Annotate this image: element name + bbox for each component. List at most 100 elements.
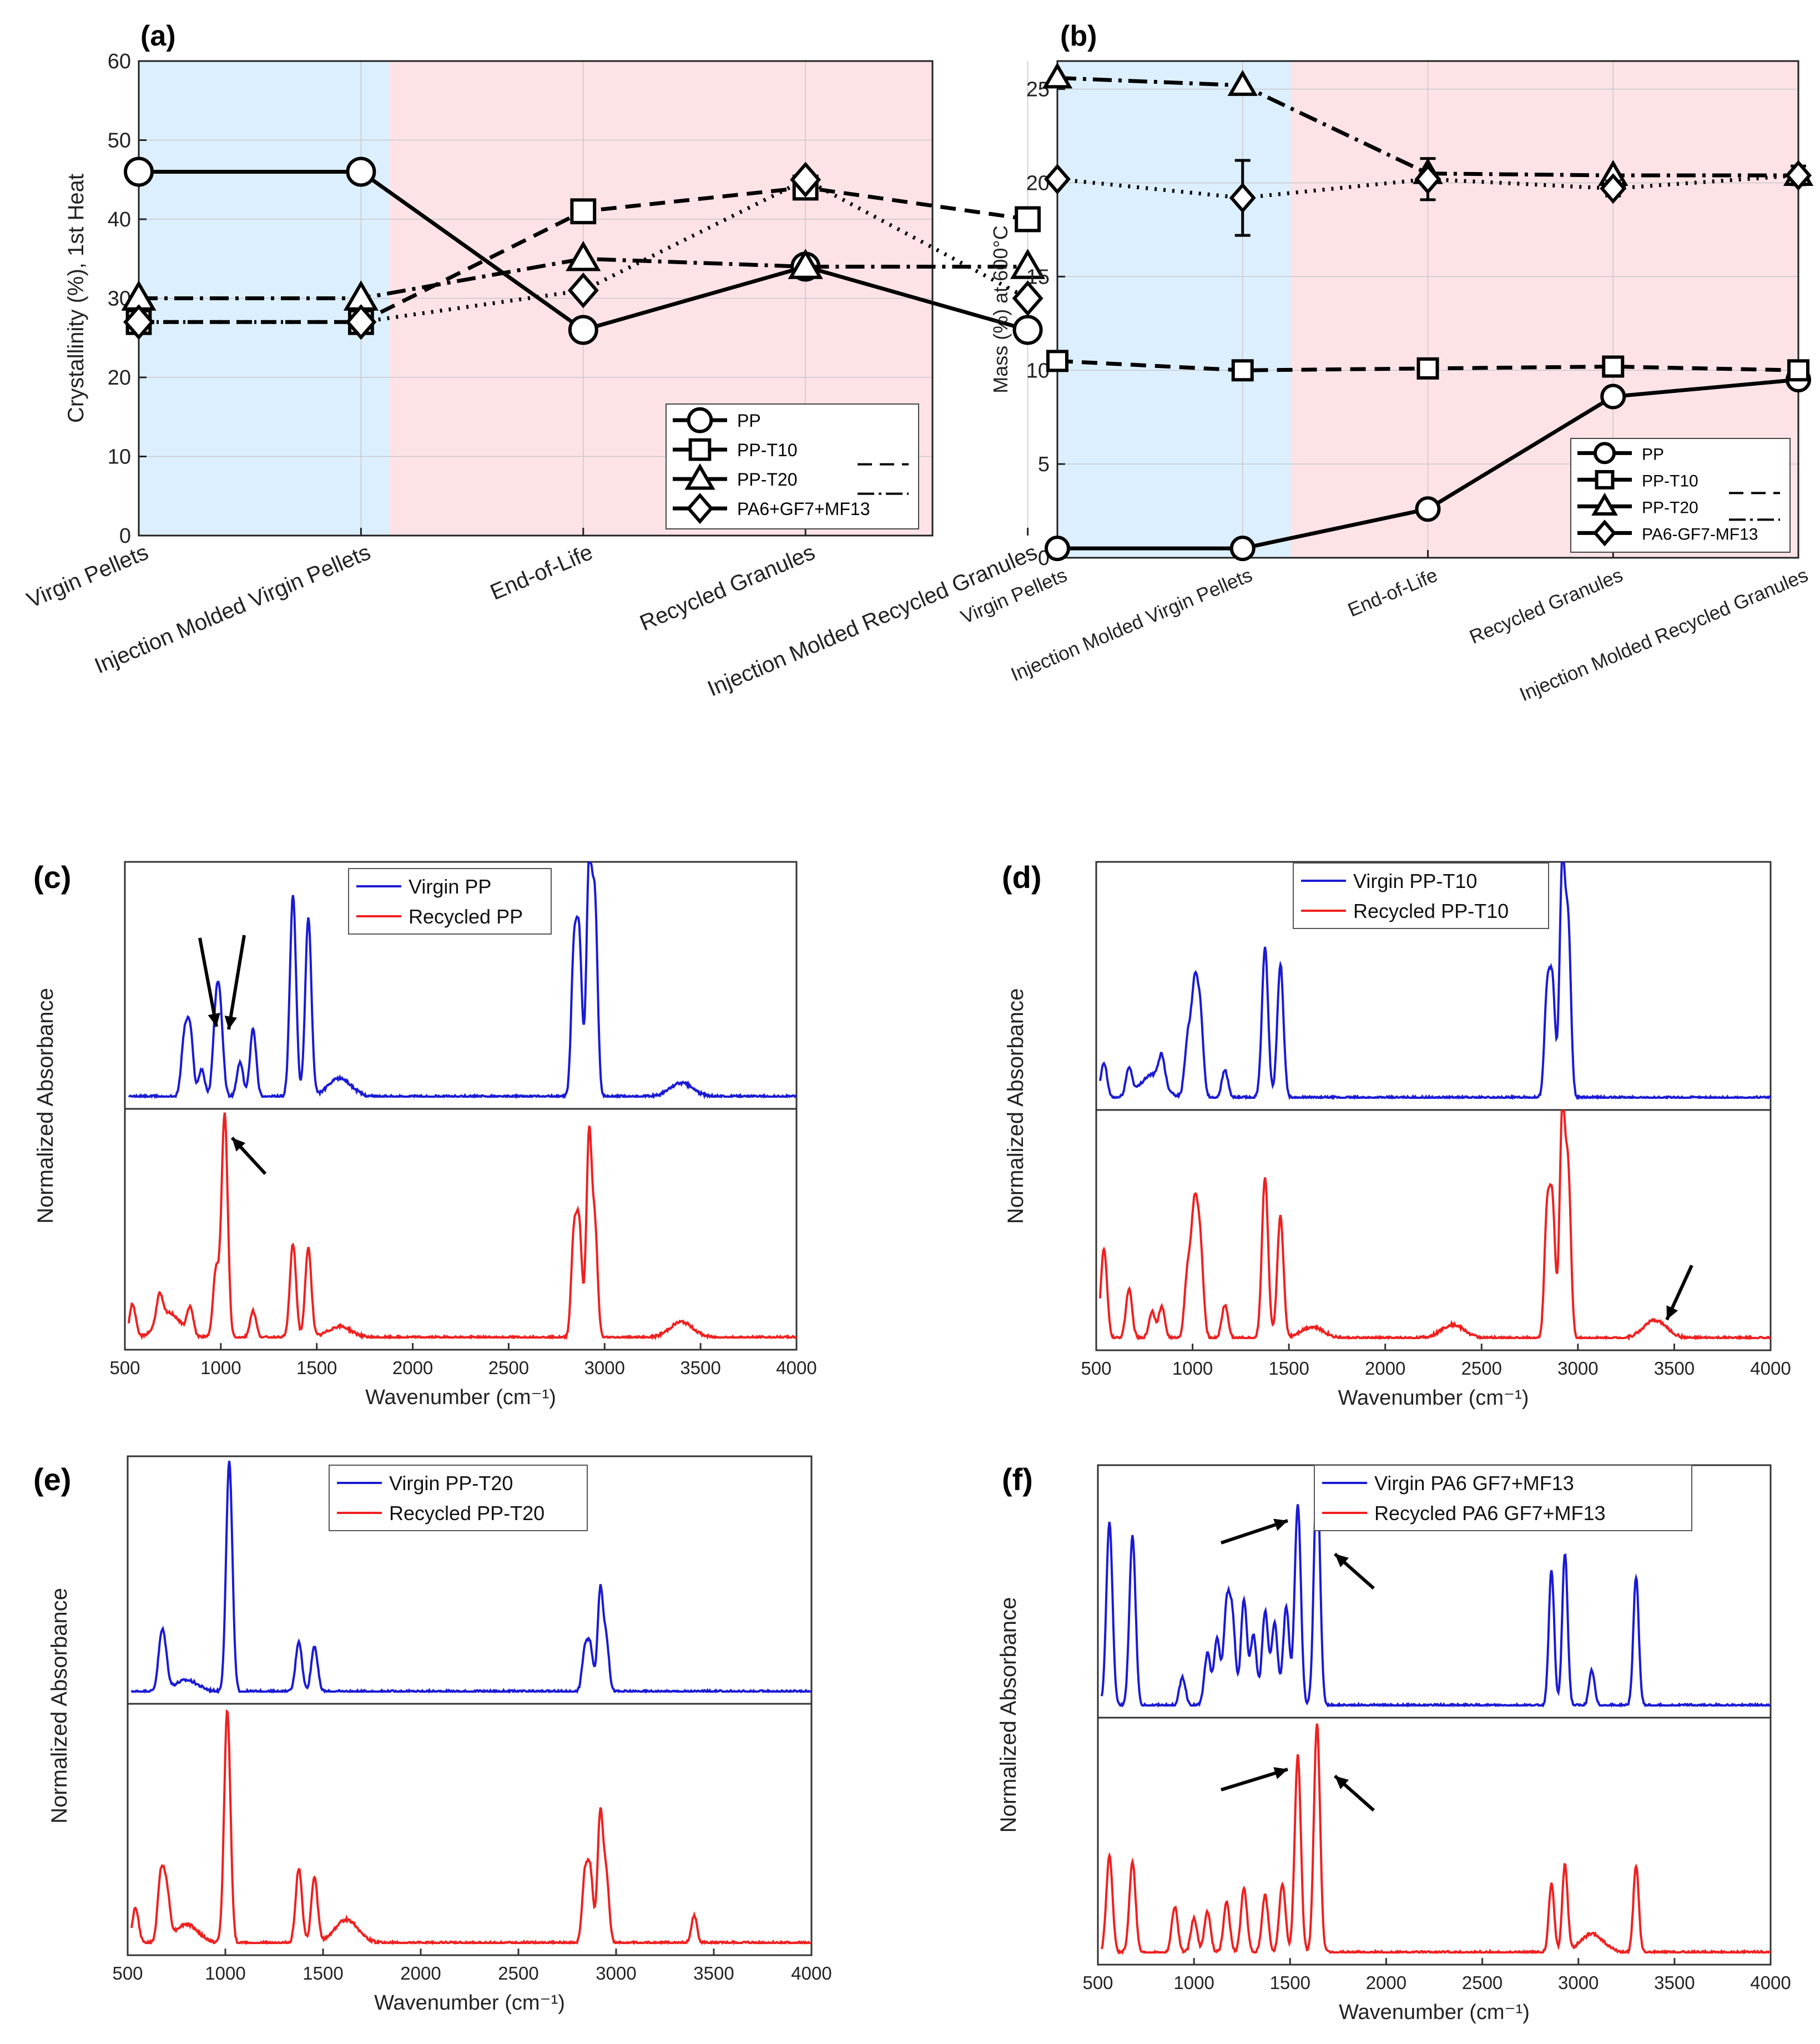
x-tick-label: 2500	[1461, 1358, 1502, 1379]
panel-e: 500 1000 1500 2000 2500 3000 3500 4000 Wavenumbe…	[33, 1455, 832, 2015]
legend-label: Recycled PP	[409, 905, 523, 928]
x-category-label: Recycled Granules	[1466, 564, 1626, 648]
legend-label: Recycled PP-T10	[1353, 900, 1509, 922]
x-tick-label: 3500	[1654, 1972, 1695, 1993]
legend-box	[329, 1465, 588, 1531]
y-tick-label: 25	[1026, 78, 1050, 102]
legend-marker	[1595, 470, 1615, 489]
x-category-label: Recycled Granules	[636, 540, 818, 636]
legend-label: PP	[737, 411, 761, 431]
data-point	[1787, 359, 1809, 382]
arrow-head	[1335, 1554, 1349, 1567]
legend-label: PP-T20	[737, 470, 797, 489]
legend-box	[348, 868, 552, 935]
x-category-label: Virgin Pellets	[23, 540, 152, 613]
y-axis-label: Mass (%) at 600°C	[989, 225, 1012, 393]
legend-marker	[686, 493, 714, 524]
x-tick-label: 1000	[1173, 1972, 1214, 1993]
panel-d: 500 1000 1500 2000 2500 3000 3500 4000 Wavenumbe…	[1002, 860, 1791, 1410]
data-point	[1010, 249, 1046, 279]
x-tick-label: 1000	[1172, 1358, 1213, 1379]
y-tick-label: 60	[108, 50, 131, 73]
legend-label: Recycled PA6 GF7+MF13	[1374, 1502, 1606, 1525]
data-point	[1012, 315, 1043, 345]
x-tick-label: 2500	[1462, 1972, 1503, 1993]
data-point	[1046, 350, 1068, 372]
x-category-label: End-of-Life	[1345, 564, 1441, 621]
data-point	[567, 272, 599, 309]
arrow-head	[1273, 1767, 1288, 1779]
data-point	[1229, 536, 1256, 562]
data-point	[570, 198, 597, 225]
x-tick-label: 3500	[680, 1357, 720, 1378]
x-axis-label: Wavenumber (cm⁻¹)	[1338, 1386, 1529, 1410]
x-tick-label: 3000	[584, 1357, 625, 1378]
data-point	[1015, 206, 1041, 233]
x-tick-label: 1500	[1270, 1972, 1310, 1993]
x-tick-label: 2500	[498, 1963, 538, 1984]
spectrum-line	[130, 1709, 812, 1946]
arrow-head	[1335, 1776, 1349, 1789]
data-point	[1227, 69, 1258, 96]
y-tick-label: 50	[108, 129, 131, 153]
plot-frame	[127, 1455, 813, 1956]
x-tick-label: 1500	[296, 1357, 337, 1378]
data-point	[1415, 496, 1441, 522]
x-tick-label: 1000	[205, 1963, 245, 1984]
data-point	[1414, 164, 1441, 195]
x-tick-label: 2000	[392, 1357, 433, 1378]
legend-label: PP-T20	[1642, 498, 1698, 517]
spectrum-line	[128, 861, 798, 1099]
data-point	[1600, 173, 1627, 204]
arrow-head	[1666, 1305, 1678, 1320]
series-line	[1057, 75, 1798, 178]
panel-label: (d)	[1002, 860, 1042, 895]
x-tick-label: 1000	[200, 1357, 241, 1378]
data-point	[566, 240, 601, 271]
data-point	[346, 157, 376, 187]
x-tick-label: 4000	[1750, 1972, 1791, 1993]
data-point	[1012, 280, 1043, 316]
y-axis-label: Normalized Absorbance	[1004, 988, 1028, 1224]
legend-label: PA6+GF7+MF13	[737, 499, 870, 519]
x-tick-label: 4000	[791, 1963, 831, 1984]
y-tick-label: 15	[1026, 265, 1050, 289]
y-axis-label: Normalized Absorbance	[996, 1597, 1021, 1833]
spectrum-line	[1100, 1471, 1771, 1708]
data-point	[1602, 355, 1625, 378]
x-tick-label: 2000	[1366, 1972, 1406, 1993]
spectrum-line	[130, 1461, 811, 1694]
spectrum-line	[1100, 1723, 1772, 1955]
spectrum-line	[1098, 1110, 1771, 1341]
data-point	[790, 161, 821, 198]
x-axis-label: Wavenumber (cm⁻¹)	[374, 1991, 565, 2015]
legend-marker	[688, 438, 712, 461]
legend-label: Recycled PP-T20	[389, 1502, 545, 1525]
data-point	[1045, 536, 1070, 562]
x-axis-label: Wavenumber (cm⁻¹)	[1339, 2001, 1530, 2024]
legend-label: PA6-GF7-MF13	[1642, 525, 1758, 543]
panel-label: (a)	[140, 20, 176, 52]
x-tick-label: 3000	[596, 1963, 636, 1984]
legend-label: Virgin PP	[409, 875, 491, 898]
annotation-arrow	[227, 935, 246, 1030]
arrow-head	[1273, 1518, 1288, 1531]
legend-label: Virgin PP-T20	[389, 1472, 513, 1495]
data-point	[345, 304, 377, 340]
y-tick-label: 40	[108, 208, 131, 231]
plot-frame	[1097, 1464, 1772, 1966]
x-tick-label: 2000	[400, 1963, 441, 1984]
x-tick-label: 2000	[1365, 1358, 1405, 1379]
y-axis-label: Normalized Absorbance	[33, 988, 58, 1224]
y-tick-label: 0	[119, 524, 131, 548]
data-point	[1042, 62, 1073, 89]
data-point	[1600, 383, 1626, 410]
x-tick-label: 4000	[776, 1357, 816, 1378]
legend-label: PP-T10	[737, 440, 797, 460]
x-tick-label: 500	[1081, 1358, 1111, 1379]
series-line	[139, 256, 1028, 300]
legend-marker	[684, 463, 715, 490]
x-tick-label: 1500	[1268, 1358, 1309, 1379]
legend-label: PP-T10	[1642, 472, 1698, 490]
